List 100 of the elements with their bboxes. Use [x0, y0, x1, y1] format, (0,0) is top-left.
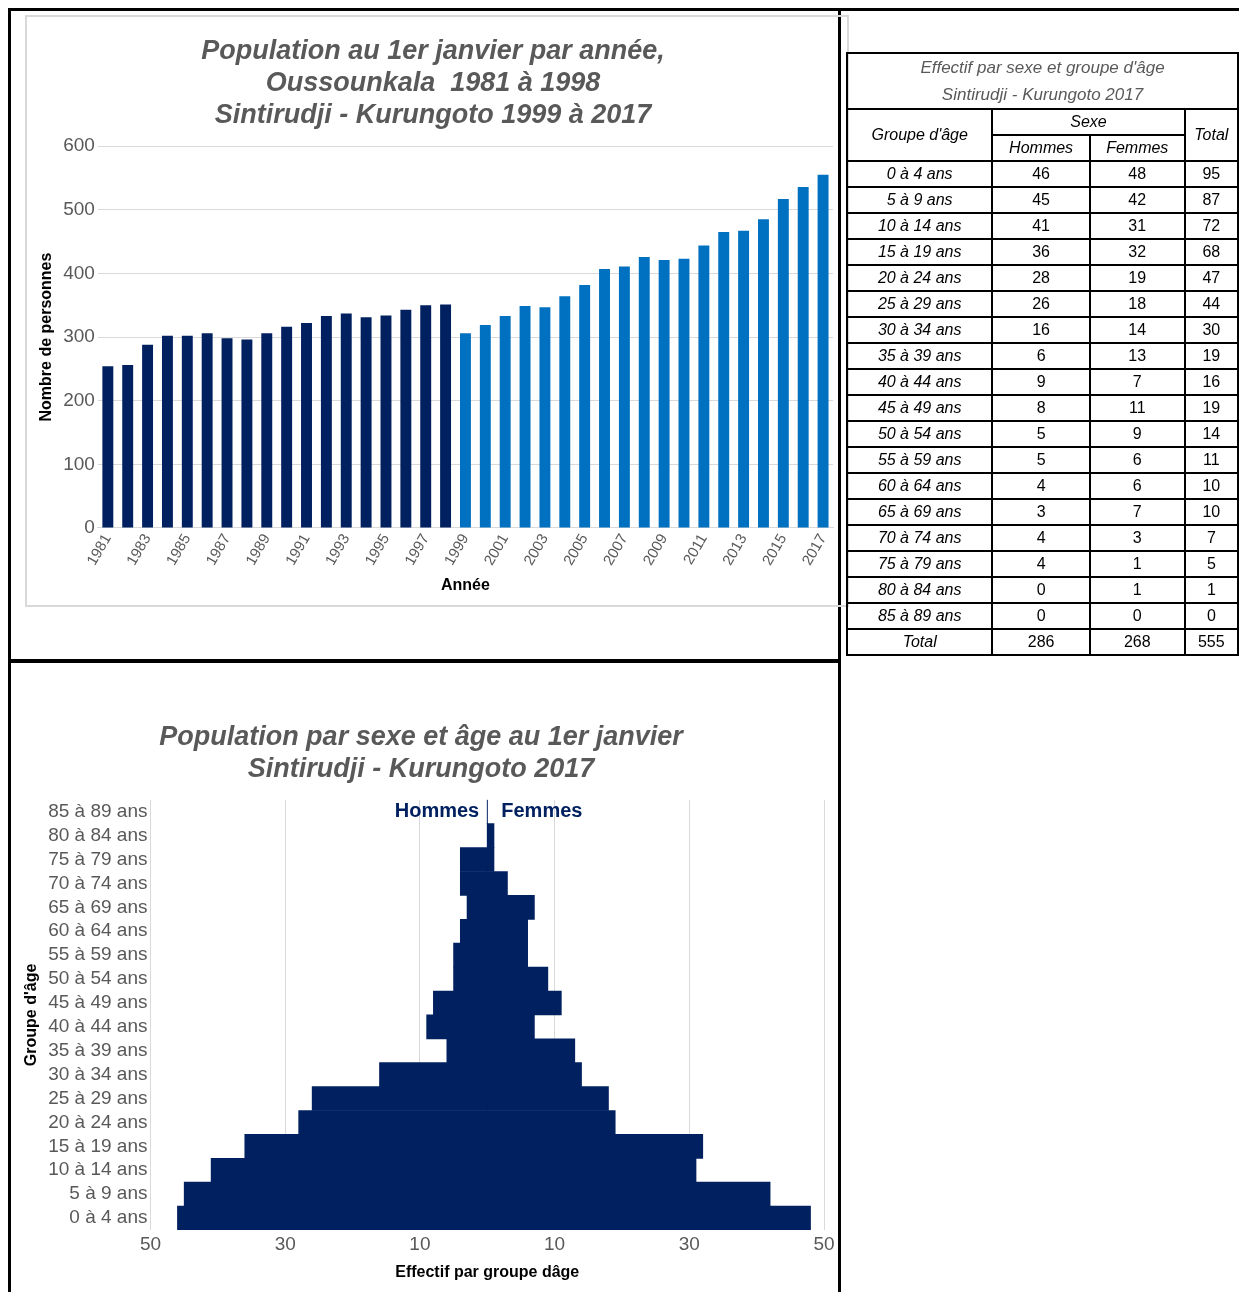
data-label: 41: [992, 213, 1090, 239]
data-label: 32: [1089, 239, 1185, 265]
y-tick-label: 55 à 59 ans: [48, 943, 148, 965]
y-tick-label: 100: [63, 452, 95, 474]
category-label: 15 à 19 ans: [847, 239, 993, 265]
category-label: 5 à 9 ans: [847, 187, 993, 213]
y-tick-label: 400: [63, 261, 95, 283]
category-label: 10 à 14 ans: [847, 213, 993, 239]
x-tick-label: 50: [139, 1232, 162, 1254]
text: Sintirudji - Kurungoto 2017: [940, 84, 1145, 106]
text: Hommes: [992, 135, 1090, 161]
data-label: 30: [1184, 317, 1238, 343]
x-tick-label: 30: [678, 1232, 700, 1254]
data-label: 1: [1184, 577, 1238, 603]
data-label: 0: [992, 577, 1090, 603]
y-tick-label: 40 à 44 ans: [48, 1015, 148, 1037]
data-label: 9: [1089, 421, 1185, 447]
category-label: 75 à 79 ans: [847, 551, 993, 577]
data-label: 16: [992, 317, 1090, 343]
data-label: 72: [1184, 213, 1238, 239]
data-label: 45: [992, 187, 1090, 213]
category-label: 55 à 59 ans: [847, 447, 993, 473]
data-label: 36: [992, 239, 1090, 265]
data-label: 1: [1089, 551, 1185, 577]
series-label: Hommes: [394, 799, 480, 822]
data-label: 555: [1184, 629, 1238, 655]
data-label: 19: [1184, 343, 1238, 369]
y-tick-label: 50 à 54 ans: [48, 967, 148, 989]
data-label: 18: [1089, 291, 1185, 317]
category-label: 70 à 74 ans: [847, 525, 993, 551]
y-tick-label: 85 à 89 ans: [48, 799, 148, 821]
category-label: Total: [847, 629, 993, 655]
chart-title: Population au 1er janvier par année, Oussounkala 1981 à 1998 Sintirudji - Kurungoto 1999 à 2017: [201, 34, 665, 130]
data-label: 6: [992, 343, 1090, 369]
text: Effectif par sexe et groupe d'âge: [919, 57, 1166, 79]
chart-title: Population par sexe et âge au 1er janvier Sintirudji - Kurungoto 2017: [159, 720, 685, 784]
data-label: 46: [992, 161, 1090, 187]
data-label: 7: [1184, 525, 1238, 551]
y-tick-label: 0 à 4 ans: [69, 1206, 148, 1228]
data-label: 5: [992, 421, 1090, 447]
data-label: 11: [1184, 447, 1238, 473]
data-label: 0: [1184, 603, 1238, 629]
category-label: 60 à 64 ans: [847, 473, 993, 499]
data-label: 10: [1184, 473, 1238, 499]
data-label: 47: [1184, 265, 1238, 291]
y-tick-label: 15 à 19 ans: [48, 1134, 148, 1156]
category-label: 0 à 4 ans: [847, 161, 993, 187]
category-label: 35 à 39 ans: [847, 343, 993, 369]
data-label: 48: [1089, 161, 1185, 187]
data-label: 5: [1184, 551, 1238, 577]
y-tick-label: 45 à 49 ans: [48, 991, 148, 1013]
data-label: 44: [1184, 291, 1238, 317]
data-label: 11: [1089, 395, 1185, 421]
data-label: 10: [1184, 499, 1238, 525]
data-label: 4: [992, 473, 1090, 499]
y-tick-label: 600: [63, 134, 95, 156]
data-label: 19: [1184, 395, 1238, 421]
data-label: 13: [1089, 343, 1185, 369]
data-label: 95: [1184, 161, 1238, 187]
y-tick-label: 70 à 74 ans: [48, 871, 148, 893]
y-tick-label: 20 à 24 ans: [48, 1110, 148, 1132]
data-label: 6: [1089, 447, 1185, 473]
category-label: 65 à 69 ans: [847, 499, 993, 525]
data-label: 16: [1184, 369, 1238, 395]
data-label: 6: [1089, 473, 1185, 499]
data-label: 7: [1089, 499, 1185, 525]
data-label: 8: [992, 395, 1090, 421]
x-tick-label: 50: [813, 1232, 835, 1254]
data-label: 31: [1089, 213, 1185, 239]
y-tick-label: 30 à 34 ans: [48, 1062, 148, 1084]
y-tick-label: 25 à 29 ans: [48, 1086, 148, 1108]
y-tick-label: 75 à 79 ans: [48, 847, 148, 869]
y-tick-label: 0: [84, 516, 95, 538]
y-tick-label: 65 à 69 ans: [48, 895, 148, 917]
data-label: 7: [1089, 369, 1185, 395]
data-label: 0: [1089, 603, 1185, 629]
category-label: 85 à 89 ans: [847, 603, 993, 629]
data-label: 5: [992, 447, 1090, 473]
data-label: 4: [992, 551, 1090, 577]
data-label: 286: [992, 629, 1090, 655]
y-tick-label: 80 à 84 ans: [48, 823, 148, 845]
category-label: 50 à 54 ans: [847, 421, 993, 447]
series-label: Femmes: [501, 799, 583, 822]
text: Total: [1184, 109, 1238, 161]
data-label: 3: [992, 499, 1090, 525]
y-tick-label: 5 à 9 ans: [69, 1182, 148, 1204]
data-label: 9: [992, 369, 1090, 395]
data-label: 14: [1089, 317, 1185, 343]
data-label: 1: [1089, 577, 1185, 603]
data-label: 14: [1184, 421, 1238, 447]
x-tick-label: 30: [274, 1232, 296, 1254]
y-tick-label: 200: [63, 388, 95, 410]
data-label: 4: [992, 525, 1090, 551]
category-label: 45 à 49 ans: [847, 395, 993, 421]
y-tick-label: 500: [63, 198, 95, 220]
data-label: 42: [1089, 187, 1185, 213]
text: Femmes: [1089, 135, 1185, 161]
data-label: 268: [1089, 629, 1185, 655]
category-label: 80 à 84 ans: [847, 577, 993, 603]
y-axis-title: Groupe d'âge: [22, 963, 40, 1067]
